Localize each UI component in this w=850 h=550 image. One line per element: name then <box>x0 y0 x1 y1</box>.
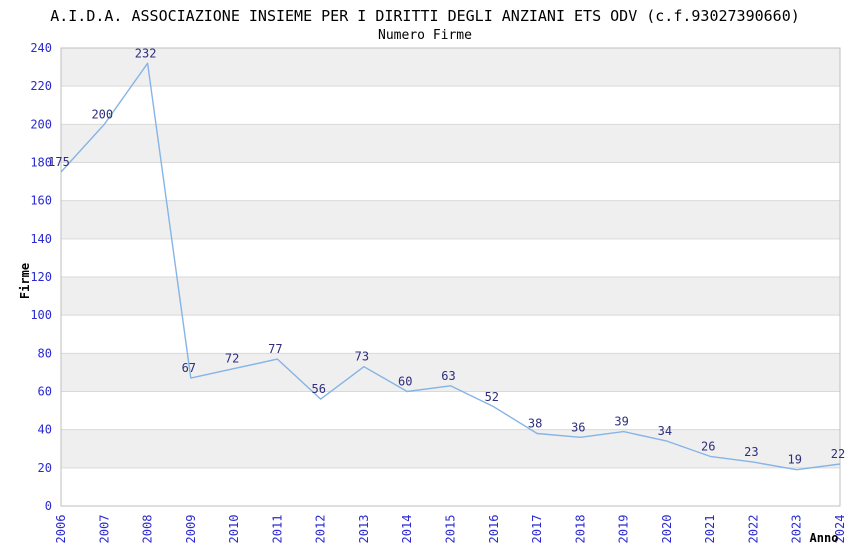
y-tick-label: 220 <box>30 79 52 93</box>
plot-band <box>61 277 840 316</box>
x-tick-label: 2019 <box>617 515 631 544</box>
chart-subtitle: Numero Firme <box>378 28 472 43</box>
point-label: 38 <box>528 417 542 431</box>
point-label: 34 <box>658 424 672 438</box>
point-label: 72 <box>225 352 239 366</box>
chart-title: A.I.D.A. ASSOCIAZIONE INSIEME PER I DIRI… <box>50 7 800 25</box>
data-series-line <box>60 62 841 471</box>
y-tick-label: 20 <box>38 461 52 475</box>
plot-band <box>61 200 840 239</box>
y-axis-title: Firme <box>18 263 32 299</box>
y-tick-label: 60 <box>38 385 52 399</box>
point-labels: 175 200 232 67 72 77 56 73 60 63 52 38 36 39 34 26 23 19 2… <box>48 46 845 466</box>
point-label: 175 <box>48 155 70 169</box>
x-axis-tick-labels: 2006 2007 2008 2009 2010 2011 2012 2013 2014 2015… <box>54 515 847 544</box>
plot-band <box>61 48 840 87</box>
plot-border <box>60 47 841 507</box>
point-label: 60 <box>398 375 412 389</box>
x-tick-label: 2024 <box>833 515 847 544</box>
x-tick-label: 2016 <box>487 515 501 544</box>
y-tick-label: 0 <box>45 499 52 513</box>
x-tick-label: 2020 <box>660 515 674 544</box>
x-tick-label: 2010 <box>227 515 241 544</box>
y-tick-label: 160 <box>30 194 52 208</box>
y-tick-label: 180 <box>30 156 52 170</box>
plot-band <box>61 429 840 468</box>
x-tick-label: 2011 <box>270 515 284 544</box>
point-label: 36 <box>571 420 585 434</box>
point-label: 73 <box>355 350 369 364</box>
plot-border-rect <box>60 47 841 507</box>
point-label: 56 <box>311 382 325 396</box>
x-tick-label: 2013 <box>357 515 371 544</box>
x-tick-label: 2023 <box>790 515 804 544</box>
point-label: 19 <box>787 453 801 467</box>
y-tick-label: 200 <box>30 117 52 131</box>
point-label: 26 <box>701 439 715 453</box>
x-tick-label: 2007 <box>97 515 111 544</box>
x-tick-label: 2022 <box>746 515 760 544</box>
point-label: 77 <box>268 342 282 356</box>
point-label: 200 <box>91 107 113 121</box>
x-tick-label: 2021 <box>703 515 717 544</box>
x-tick-label: 2006 <box>54 515 68 544</box>
y-tick-label: 40 <box>38 423 52 437</box>
x-tick-label: 2015 <box>444 515 458 544</box>
y-tick-label: 240 <box>30 41 52 55</box>
point-label: 39 <box>614 415 628 429</box>
x-tick-label: 2014 <box>400 515 414 544</box>
x-tick-label: 2008 <box>141 515 155 544</box>
y-tick-label: 140 <box>30 232 52 246</box>
x-tick-label: 2018 <box>573 515 587 544</box>
x-tick-label: 2017 <box>530 515 544 544</box>
y-tick-label: 100 <box>30 308 52 322</box>
point-label: 232 <box>135 46 157 60</box>
point-label: 67 <box>182 361 196 375</box>
x-tick-label: 2009 <box>184 515 198 544</box>
x-axis-title: Anno <box>810 531 839 545</box>
y-tick-label: 120 <box>30 270 52 284</box>
plot-bands <box>61 48 840 468</box>
point-label: 63 <box>441 369 455 383</box>
x-tick-label: 2012 <box>314 515 328 544</box>
plot-band <box>61 124 840 163</box>
y-axis-tick-labels: 0 20 40 60 80 100 120 140 160 180 200 220 240 <box>30 41 52 513</box>
y-tick-label: 80 <box>38 346 52 360</box>
point-label: 22 <box>831 447 845 461</box>
point-label: 52 <box>485 390 499 404</box>
point-label: 23 <box>744 445 758 459</box>
series-line <box>60 62 841 471</box>
